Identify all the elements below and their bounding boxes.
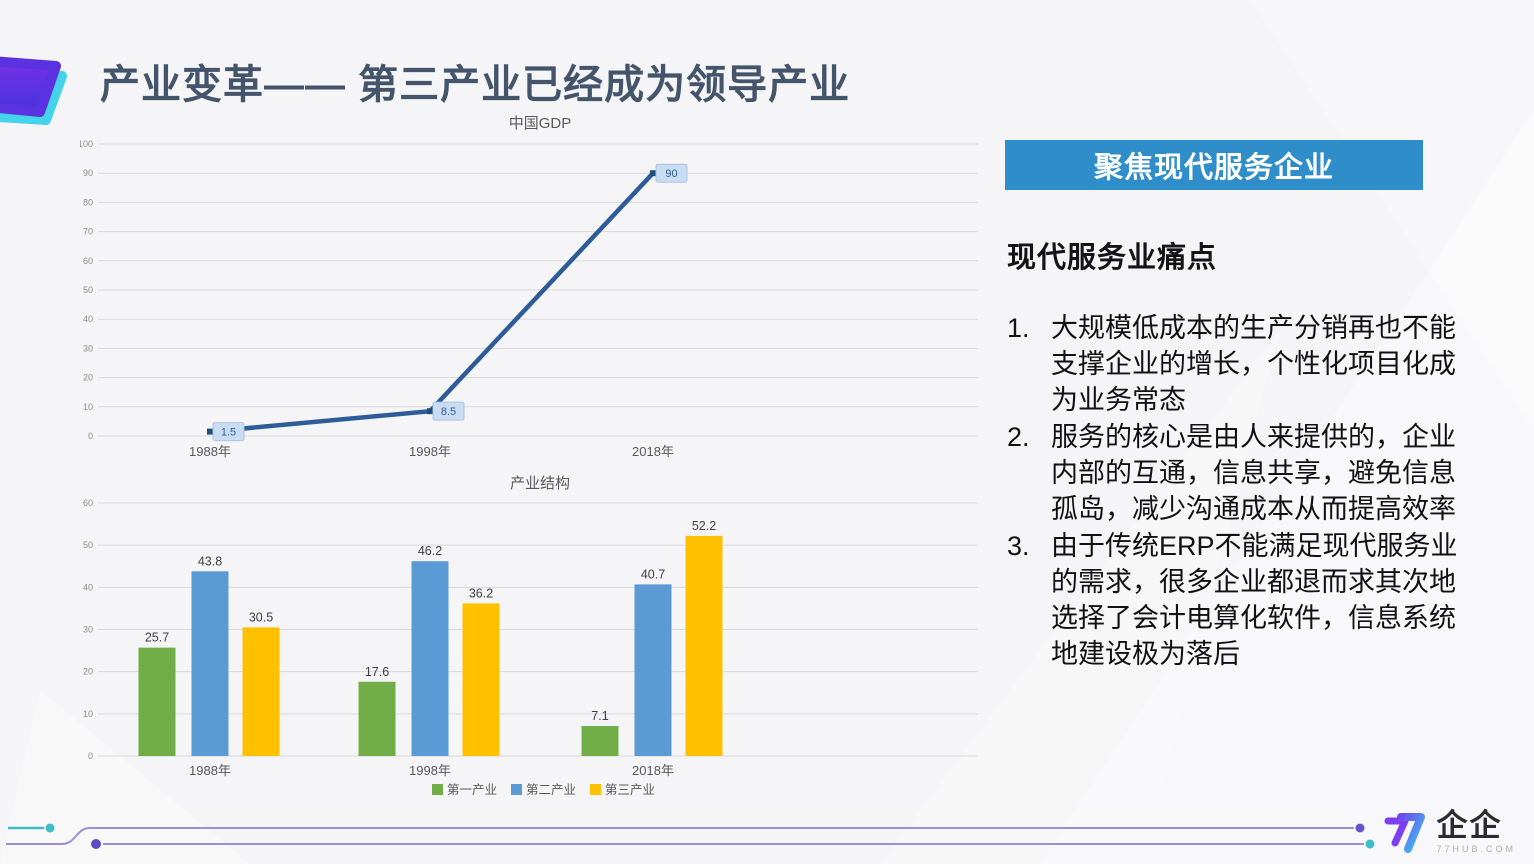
y-tick-label: 80 — [83, 197, 93, 207]
bar-value-label: 52.2 — [692, 519, 716, 533]
y-tick-label: 20 — [83, 667, 93, 677]
bar-value-label: 30.5 — [249, 610, 273, 624]
legend-label: 第二产业 — [526, 783, 576, 797]
legend-swatch-icon — [432, 784, 443, 795]
bar-第二产业 — [634, 584, 672, 756]
bar-第三产业 — [685, 535, 723, 756]
gdp-line-chart: 中国GDP 0 10 20 30 40 50 60 70 80 90 100 1.5 8.5 90 1988年… — [80, 115, 978, 459]
x-category-label: 2018年 — [632, 763, 674, 778]
bar-value-label: 17.6 — [365, 665, 389, 679]
legend-label: 第三产业 — [605, 783, 655, 797]
data-label-badge — [655, 163, 688, 183]
brand-logo: 企企 77HUB.COM — [1384, 806, 1516, 858]
y-tick-label: 70 — [83, 227, 93, 237]
chart-title: 中国GDP — [509, 115, 572, 132]
chart-title: 产业结构 — [510, 475, 570, 492]
purple-dot-left-icon — [91, 839, 101, 849]
gdp-line-series — [207, 170, 656, 434]
pain-point-item: 2. 服务的核心是由人来提供的，企业内部的互通，信息共享，避免信息孤岛，减少沟通成… — [1007, 419, 1469, 527]
y-tick-label: 30 — [83, 343, 93, 353]
y-tick-label: 30 — [83, 625, 93, 635]
purple-dot-right-icon — [1355, 823, 1365, 833]
bar-第三产业 — [242, 627, 280, 756]
data-label-value: 8.5 — [441, 406, 456, 418]
flag-front-shape — [0, 56, 61, 117]
bar-value-label: 46.2 — [418, 544, 442, 558]
purple-curved-line — [6, 827, 1354, 845]
data-label-badge — [432, 401, 465, 421]
y-tick-label: 0 — [88, 431, 93, 441]
x-category-label: 1998年 — [409, 763, 451, 778]
x-category-label: 2018年 — [632, 444, 674, 459]
bar-第三产业 — [462, 603, 500, 756]
brand-77-icon — [1384, 813, 1426, 853]
bar-第一产业 — [138, 647, 176, 756]
pain-point-number: 1. — [1007, 313, 1030, 343]
pain-point-number: 2. — [1007, 422, 1030, 452]
pain-point-item: 1. 大规模低成本的生产分销再也不能支撑企业的增长，个性化项目化成为业务常态 — [1007, 310, 1469, 418]
y-tick-label: 40 — [83, 314, 93, 324]
corner-flag-decoration — [0, 56, 67, 125]
data-label-badge — [212, 422, 245, 442]
pain-point-text: 由于传统ERP不能满足现代服务业的需求，很多企业都退而求其次地选择了会计电算化软… — [1051, 531, 1458, 669]
y-tick-label: 40 — [83, 582, 93, 592]
x-category-label: 1988年 — [189, 444, 231, 459]
x-category-label: 1998年 — [409, 444, 451, 459]
legend-label: 第一产业 — [447, 783, 497, 797]
bar-value-label: 43.8 — [198, 554, 222, 568]
x-category-label: 1988年 — [189, 763, 231, 778]
slide-title: 产业变革—— 第三产业已经成为领导产业 — [100, 63, 851, 107]
y-tick-label: 100 — [80, 139, 93, 149]
data-label-value: 1.5 — [221, 427, 236, 439]
pain-point-text: 服务的核心是由人来提供的，企业内部的互通，信息共享，避免信息孤岛，减少沟通成本从… — [1051, 422, 1456, 524]
pain-point-list: 1. 大规模低成本的生产分销再也不能支撑企业的增长，个性化项目化成为业务常态 2. 服… — [1007, 310, 1469, 673]
data-point-marker — [650, 170, 656, 177]
y-tick-label: 50 — [83, 540, 93, 550]
legend-swatch-icon — [511, 784, 522, 795]
teal-dot-right-icon — [1365, 839, 1375, 849]
bar-value-label: 40.7 — [641, 567, 665, 581]
data-point-marker — [207, 428, 213, 435]
y-tick-label: 50 — [83, 285, 93, 295]
panel-heading: 现代服务业痛点 — [1007, 242, 1218, 274]
pain-point-item: 3. 由于传统ERP不能满足现代服务业的需求，很多企业都退而求其次地选择了会计电算… — [1007, 528, 1469, 672]
y-tick-label: 90 — [83, 168, 93, 178]
y-tick-label: 60 — [83, 256, 93, 266]
y-tick-label: 10 — [83, 709, 93, 719]
y-tick-label: 0 — [88, 751, 93, 761]
bar-第一产业 — [358, 681, 396, 756]
panel-banner: 聚焦现代服务企业 — [1005, 140, 1423, 190]
bar-value-label: 25.7 — [145, 631, 169, 645]
y-tick-label: 20 — [83, 373, 93, 383]
data-label-value: 90 — [665, 168, 677, 180]
industry-structure-bar-chart: 产业结构 0 10 20 30 40 50 60 25.7 17.6 7.1 43.8 46.2 40.7… — [83, 475, 978, 797]
pain-point-number: 3. — [1007, 531, 1030, 561]
panel-banner-label: 聚焦现代服务企业 — [1093, 152, 1334, 184]
teal-dot-icon — [45, 823, 55, 833]
legend-swatch-icon — [590, 784, 601, 795]
footer-decorative-lines — [6, 823, 1375, 849]
brand-domain: 77HUB.COM — [1436, 844, 1516, 854]
bar-第一产业 — [581, 726, 619, 756]
brand-name: 企企 — [1436, 808, 1503, 843]
bar-value-label: 7.1 — [591, 709, 608, 723]
y-tick-label: 60 — [83, 498, 93, 508]
y-tick-label: 10 — [83, 402, 93, 412]
data-point-marker — [427, 408, 433, 415]
pain-point-text: 大规模低成本的生产分销再也不能支撑企业的增长，个性化项目化成为业务常态 — [1051, 313, 1456, 415]
bar-第二产业 — [411, 561, 449, 756]
bar-value-label: 36.2 — [469, 586, 493, 600]
bar-第二产业 — [191, 571, 229, 756]
